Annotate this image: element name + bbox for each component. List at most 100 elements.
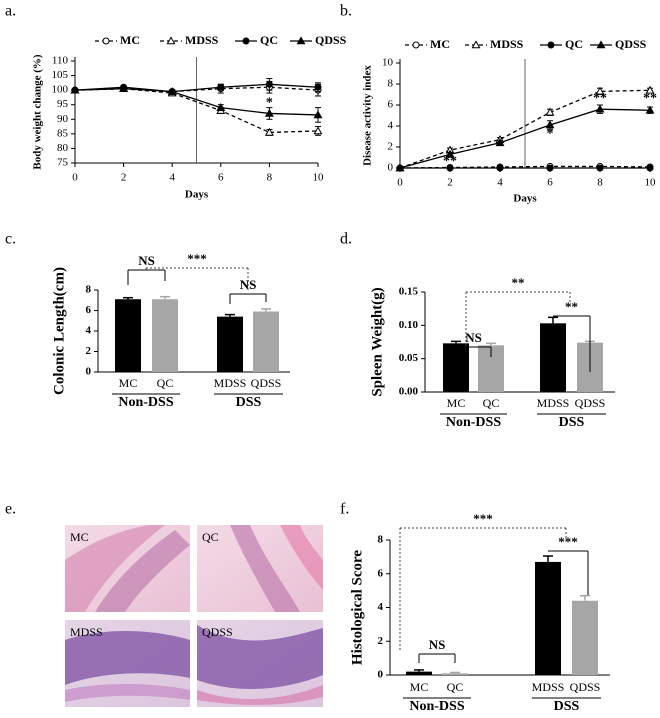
marker [446,164,454,172]
y-axis-label: Colonic Length(cm) [51,267,67,395]
legend-marker [296,36,306,45]
marker [496,164,504,172]
x-tick-label: MC [410,680,429,694]
x-tick-label: 6 [218,172,224,184]
annotation: NS [429,637,446,652]
histology-images [65,525,323,707]
x-tick-label: QC [157,376,174,390]
bar [540,323,566,392]
marker [546,164,554,172]
y-tick-label: 0.05 [399,352,419,364]
panel-label: e. [5,501,16,518]
legend-marker [547,41,555,49]
y-tick-label: 110 [52,55,69,67]
image-label: QDSS [202,625,233,639]
y-tick-label: 6 [86,304,92,316]
x-tick-label: MDSS [532,680,565,694]
tissue [230,525,300,612]
y-tick-label: 2 [86,345,92,357]
legend-marker [242,37,250,45]
x-tick-label: QC [447,680,464,694]
legend-marker [166,36,176,45]
x-tick-label: 10 [313,172,325,184]
x-tick-label: 2 [447,177,453,189]
group-label: DSS [559,415,585,430]
y-tick-label: 0 [86,366,92,378]
tissue [65,684,190,702]
legend-label: MDSS [490,37,524,51]
bar [217,316,243,372]
marker [119,84,129,92]
x-tick-label: MDSS [214,376,247,390]
annotation: * [266,95,273,110]
tissue [65,525,165,612]
marker [596,164,604,172]
x-tick-label: QDSS [570,680,601,694]
y-tick-label: 4 [388,120,394,132]
marker [167,86,177,95]
bar [253,311,279,372]
legend-label: QC [565,37,583,51]
bar [535,561,561,675]
tissue [95,530,190,612]
marker [495,138,505,147]
annotation: ** [643,91,657,106]
marker [545,107,555,116]
y-tick-label: 10 [382,57,394,69]
marker [595,104,605,113]
x-tick-label: QDSS [575,396,606,410]
series-line [74,86,319,93]
marker [645,85,655,94]
x-tick-label: 4 [169,172,175,184]
marker [646,164,654,172]
bar [406,671,432,675]
panel-label: d. [340,231,352,248]
y-tick-label: 75 [57,157,69,169]
annotation: ** [443,154,457,169]
x-tick-label: 2 [121,172,127,184]
y-tick-label: 0.10 [399,319,419,331]
y-tick-label: 95 [57,98,69,110]
y-tick-label: 90 [57,113,69,125]
y-tick-label: 6 [378,567,384,579]
legend-marker [471,40,481,49]
x-tick-label: MC [119,376,138,390]
marker [70,85,80,94]
x-tick-label: 8 [597,177,603,189]
tissue [197,625,323,690]
bar [115,299,141,372]
bar [152,299,178,372]
annotation: ** [593,91,607,106]
y-tick-label: 4 [86,325,92,337]
x-axis-label: Days [513,193,537,205]
x-tick-label: 0 [72,172,78,184]
y-tick-label: 0 [378,669,384,681]
x-tick-label: QDSS [251,376,282,390]
y-tick-label: 80 [57,142,69,154]
y-tick-label: 105 [52,69,69,81]
series-line [399,89,651,169]
annotation: *** [558,534,578,549]
series-line [399,108,651,169]
x-tick-label: 10 [645,177,657,189]
image-label: MDSS [70,625,103,639]
x-tick-label: 0 [397,177,403,189]
tissue [65,631,190,685]
bar [572,600,598,675]
legend-label: QDSS [315,33,347,47]
marker [313,110,323,119]
annotation: NS [465,330,482,345]
panel-label: f. [340,501,349,518]
series-line [74,88,319,134]
series-line [74,83,319,93]
marker [645,105,655,114]
y-tick-label: 0 [388,162,394,174]
annotation: ** [512,275,525,290]
tissue [280,525,323,590]
annotation: *** [187,251,207,266]
y-tick-label: 4 [378,601,384,613]
y-axis-label: Histological Score [349,550,365,665]
group-label: Non-DSS [446,415,501,430]
marker [445,149,455,158]
image-label: QC [202,530,219,544]
